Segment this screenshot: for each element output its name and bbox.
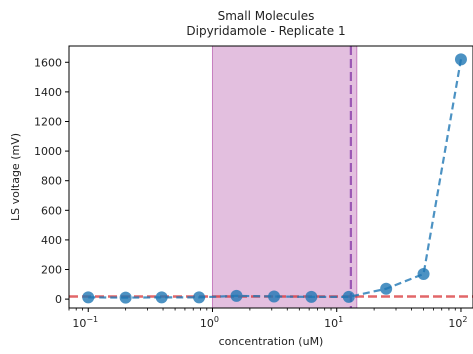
x-tick-label: 102 bbox=[448, 315, 467, 330]
data-point bbox=[155, 291, 168, 304]
data-point bbox=[268, 290, 281, 303]
chart-title: Small Molecules bbox=[218, 9, 315, 23]
data-point bbox=[82, 291, 95, 304]
y-tick-label: 0 bbox=[55, 293, 62, 306]
y-tick-label: 600 bbox=[41, 204, 62, 217]
y-tick-label: 400 bbox=[41, 234, 62, 247]
data-point bbox=[342, 290, 355, 303]
data-point bbox=[119, 291, 132, 304]
y-tick-label: 200 bbox=[41, 264, 62, 277]
x-tick-label: 10−1 bbox=[72, 315, 98, 330]
y-axis-label: LS voltage (mV) bbox=[9, 133, 22, 221]
y-tick-label: 1000 bbox=[34, 145, 62, 158]
y-tick-label: 1600 bbox=[34, 56, 62, 69]
x-axis-label: concentration (uM) bbox=[219, 335, 324, 348]
y-tick-label: 1200 bbox=[34, 115, 62, 128]
shaded-region bbox=[211, 45, 358, 309]
series-line bbox=[88, 59, 463, 299]
data-point bbox=[193, 291, 206, 304]
data-point bbox=[305, 290, 318, 303]
y-tick-label: 1400 bbox=[34, 86, 62, 99]
data-point bbox=[454, 53, 467, 66]
data-point bbox=[230, 289, 243, 302]
x-tick-label: 101 bbox=[324, 315, 343, 330]
data-point bbox=[417, 267, 430, 280]
plot-area bbox=[69, 45, 473, 309]
x-tick-label: 100 bbox=[200, 315, 219, 330]
axes: 0 200 400 600 800 1000 1200 1400 1600 10−1 100 101 1… bbox=[34, 56, 468, 330]
data-point bbox=[380, 282, 393, 295]
y-tick-label: 800 bbox=[41, 175, 62, 188]
plot-frame bbox=[68, 45, 473, 309]
chart-subtitle: Dipyridamole - Replicate 1 bbox=[186, 24, 345, 38]
